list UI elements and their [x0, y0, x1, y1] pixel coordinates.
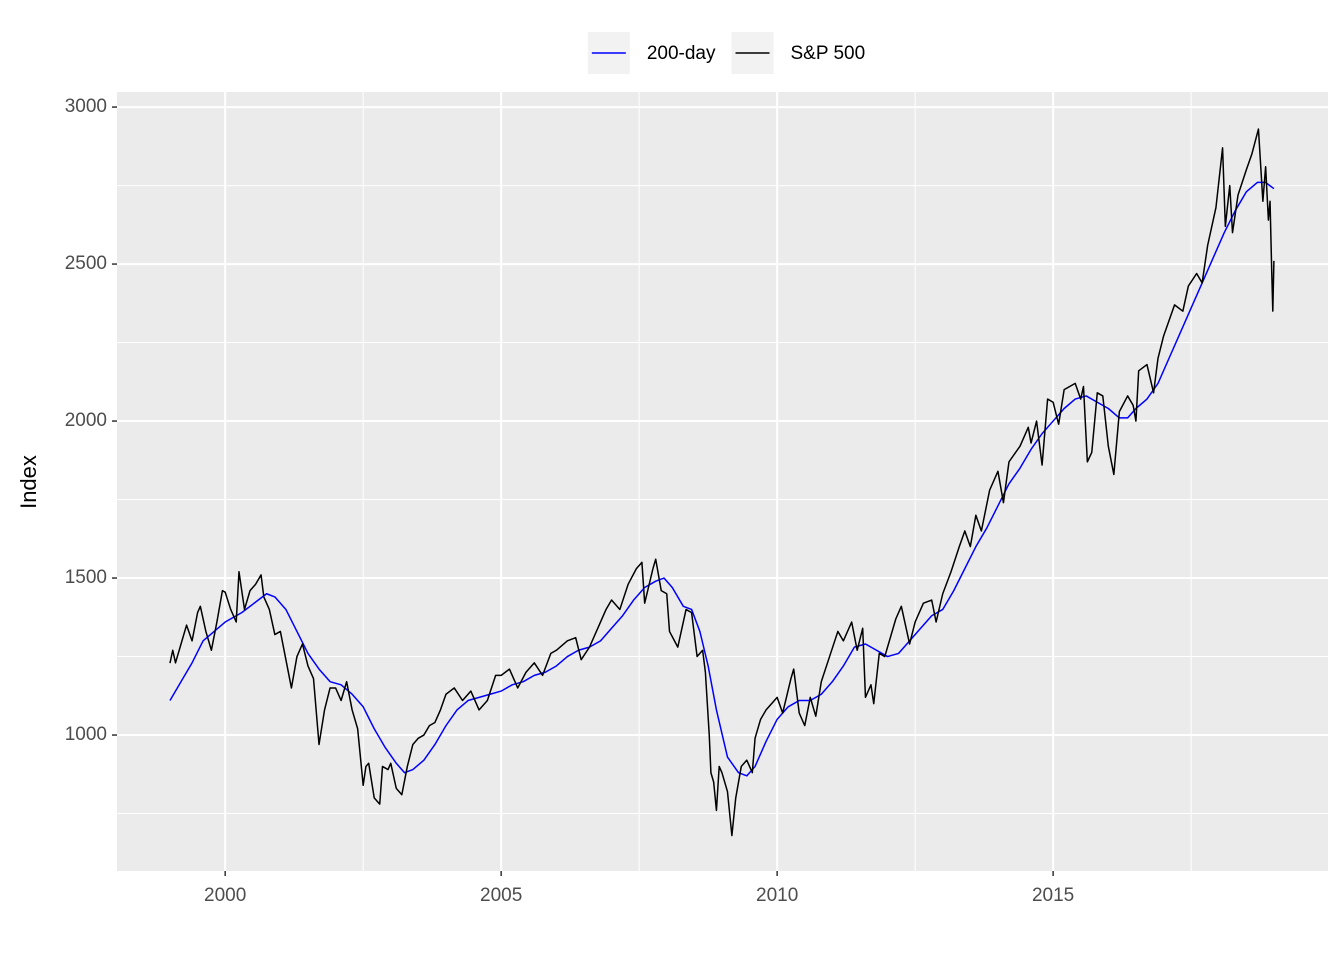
- x-tick-label: 2010: [756, 885, 798, 906]
- series-line: [169, 128, 1275, 837]
- lines: [169, 128, 1275, 837]
- y-axis-label: Index: [16, 455, 41, 509]
- legend-item: 200-day: [587, 32, 716, 74]
- y-tick-label: 3000: [65, 96, 107, 117]
- y-tick-label: 1500: [65, 567, 107, 588]
- legend-item: S&P 500: [731, 32, 866, 74]
- y-tick-label: 2000: [65, 410, 107, 431]
- series-line: [169, 181, 1275, 777]
- grid: [117, 92, 1328, 871]
- legend-label: S&P 500: [791, 43, 866, 64]
- x-tick-label: 2005: [480, 885, 522, 906]
- legend: 200-day S&P 500: [587, 32, 866, 74]
- panel: [117, 92, 1328, 871]
- x-tick-label: 2000: [204, 885, 246, 906]
- x-tick-label: 2015: [1032, 885, 1074, 906]
- y-tick-label: 2500: [65, 253, 107, 274]
- legend-label: 200-day: [647, 43, 716, 64]
- axes: 1000 1500 2000 2500 3000 2000 2005 2010 2015: [65, 96, 1075, 906]
- y-tick-label: 1000: [65, 724, 107, 745]
